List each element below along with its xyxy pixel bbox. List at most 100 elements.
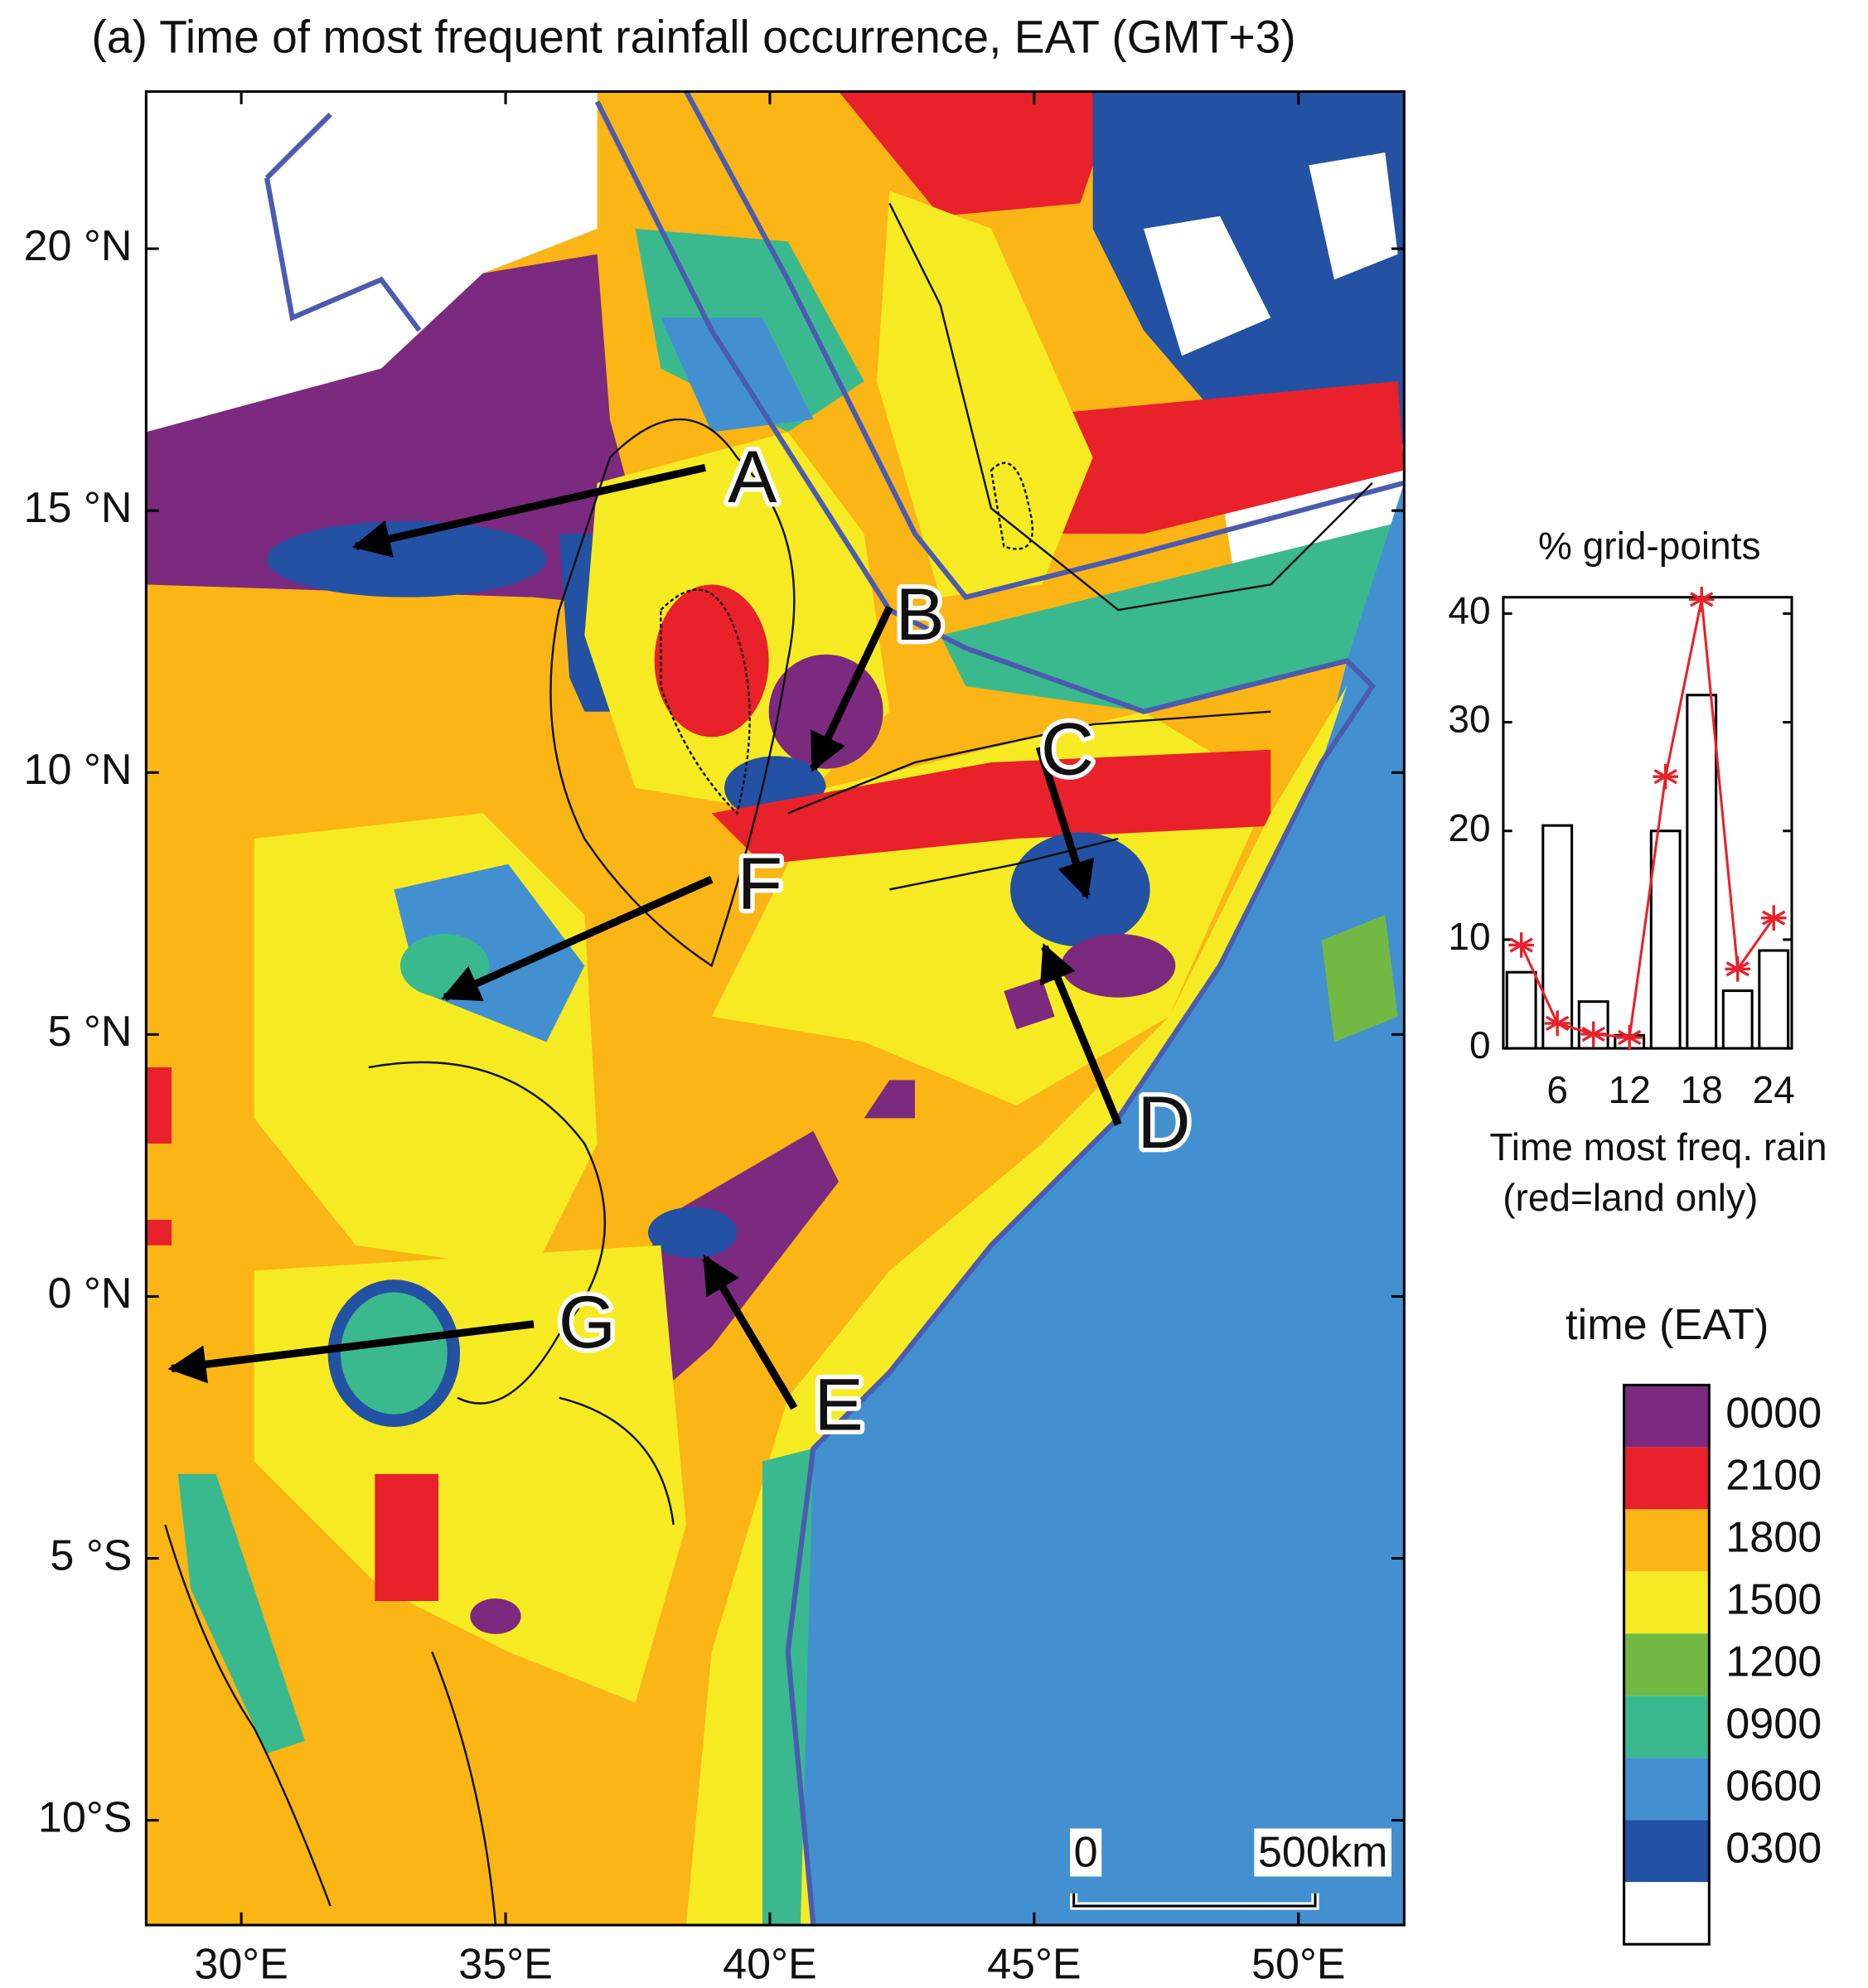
chart-title: % grid-points bbox=[1538, 525, 1760, 568]
marker bbox=[1688, 587, 1715, 612]
colorbar-swatch bbox=[1624, 1571, 1710, 1634]
colorbar-label: 1500 bbox=[1725, 1576, 1822, 1624]
colorbar-swatch bbox=[1624, 1385, 1710, 1448]
colorbar-swatch bbox=[1624, 1447, 1710, 1510]
line bbox=[1520, 599, 1775, 1039]
map-frame bbox=[144, 89, 1406, 1927]
scale-label: 500km bbox=[1258, 1828, 1387, 1876]
arrow bbox=[1039, 943, 1122, 1126]
colorbar-label: 0000 bbox=[1725, 1390, 1822, 1438]
region bbox=[991, 381, 1405, 534]
colorbar-swatch bbox=[1624, 1758, 1710, 1821]
y-tick-label: 10 bbox=[1448, 915, 1490, 958]
y-tick-label: 10°S bbox=[38, 1793, 133, 1841]
region bbox=[711, 749, 1271, 864]
marker bbox=[1760, 905, 1787, 931]
region bbox=[839, 91, 1119, 216]
region bbox=[877, 191, 1093, 597]
coastline bbox=[684, 91, 1405, 601]
scale-label-bg bbox=[1070, 1828, 1102, 1877]
region bbox=[470, 1598, 521, 1634]
bar bbox=[1721, 989, 1754, 1050]
marker bbox=[1616, 1024, 1643, 1051]
colorbar-frame bbox=[1623, 1383, 1711, 1946]
x-tick-label: 18 bbox=[1681, 1068, 1723, 1111]
y-tick-label: 10 °N bbox=[24, 746, 133, 794]
marker bbox=[1544, 1010, 1570, 1037]
arrow bbox=[441, 875, 714, 1001]
lake bbox=[177, 1473, 305, 1754]
marker bbox=[1580, 1021, 1607, 1047]
colorbar-label: 0600 bbox=[1725, 1763, 1822, 1811]
x-tick-label: 40°E bbox=[723, 1940, 817, 1988]
bar bbox=[1649, 830, 1682, 1050]
region bbox=[1321, 915, 1398, 1042]
map bbox=[146, 91, 1405, 1926]
y-tick-label: 15 °N bbox=[24, 484, 133, 532]
no-data bbox=[1144, 152, 1405, 661]
y-tick-label: 0 bbox=[1469, 1023, 1491, 1067]
scale-label-bg bbox=[1254, 1828, 1391, 1877]
bar bbox=[1686, 694, 1718, 1050]
coastline bbox=[594, 100, 1376, 1926]
annotation: D bbox=[1137, 1081, 1190, 1163]
annotation: B bbox=[895, 573, 944, 655]
contour bbox=[990, 462, 1033, 550]
colorbar-label: 1800 bbox=[1725, 1514, 1822, 1562]
region bbox=[146, 1067, 172, 1246]
no-data bbox=[146, 91, 598, 433]
marker bbox=[1653, 763, 1679, 790]
region bbox=[375, 1473, 438, 1602]
x-tick-label: 24 bbox=[1753, 1068, 1795, 1111]
colorbar-label: 0300 bbox=[1725, 1824, 1822, 1872]
colorbar-swatch bbox=[1624, 1695, 1710, 1758]
title: (a) Time of most frequent rainfall occur… bbox=[91, 12, 1295, 63]
y-tick-label: 20 °N bbox=[24, 222, 133, 270]
y-tick-label: 5 °S bbox=[50, 1531, 132, 1579]
inset-frame bbox=[1502, 596, 1793, 1050]
annotation: C bbox=[1041, 707, 1094, 790]
region bbox=[940, 520, 1405, 712]
y-tick-label: 5 °N bbox=[47, 1008, 132, 1056]
region bbox=[654, 584, 769, 738]
contour bbox=[888, 202, 1373, 612]
colorbar-swatch bbox=[1624, 1882, 1710, 1945]
ocean bbox=[787, 482, 1405, 1926]
colorbar-label: 1200 bbox=[1725, 1638, 1822, 1686]
region bbox=[864, 978, 1055, 1119]
annotation: E bbox=[814, 1363, 863, 1446]
colorbar-title: time (EAT) bbox=[1566, 1301, 1769, 1349]
y-tick-label: 0 °N bbox=[47, 1270, 132, 1318]
x-tick-label: 6 bbox=[1546, 1068, 1568, 1111]
colorbar-swatch bbox=[1624, 1509, 1710, 1572]
y-tick-label: 20 bbox=[1448, 806, 1490, 849]
y-tick-label: 40 bbox=[1448, 589, 1490, 632]
x-axis-label: (red=land only) bbox=[1503, 1176, 1758, 1219]
annotation: F bbox=[738, 842, 782, 925]
contour bbox=[787, 710, 1271, 891]
arrow bbox=[1035, 746, 1095, 900]
region bbox=[1061, 934, 1176, 998]
colorbar-label: 0900 bbox=[1725, 1700, 1822, 1749]
colorbar-swatch bbox=[1624, 1820, 1710, 1883]
contour bbox=[164, 1524, 497, 1926]
x-tick-label: 50°E bbox=[1251, 1940, 1346, 1988]
marker bbox=[1725, 955, 1751, 982]
region bbox=[267, 520, 547, 597]
lake bbox=[340, 1292, 448, 1415]
region bbox=[400, 934, 490, 998]
x-tick-label: 12 bbox=[1609, 1068, 1651, 1111]
bar bbox=[1758, 949, 1790, 1050]
x-tick-label: 45°E bbox=[987, 1940, 1082, 1988]
colorbar-label: 2100 bbox=[1725, 1452, 1822, 1500]
bar bbox=[1505, 970, 1537, 1050]
arrow bbox=[167, 1320, 535, 1384]
coastal-strip bbox=[686, 686, 1348, 1926]
annotation: G bbox=[559, 1280, 616, 1363]
x-tick-label: 30°E bbox=[194, 1940, 288, 1988]
arrow bbox=[351, 463, 707, 558]
x-axis-label: Time most freq. rain bbox=[1489, 1125, 1827, 1168]
region bbox=[648, 1207, 738, 1259]
coastline bbox=[264, 112, 422, 332]
